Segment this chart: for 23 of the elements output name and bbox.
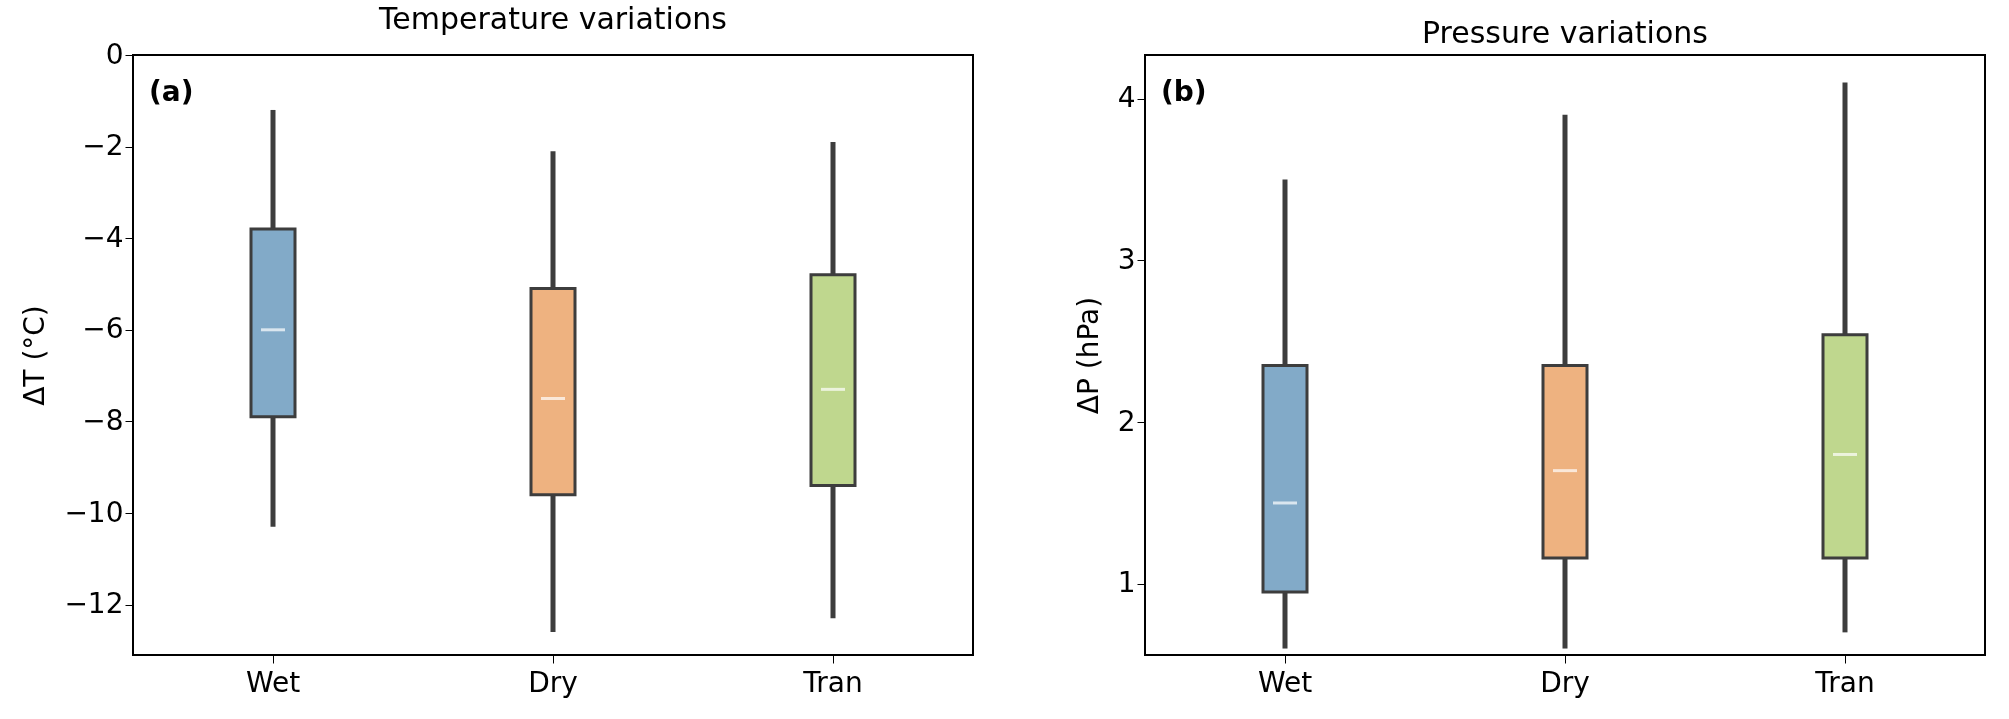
y-tick-label: 0 <box>105 37 124 71</box>
annotation: (b) <box>1161 75 1207 108</box>
y-axis-title: ΔP (hPa) <box>1071 296 1105 415</box>
x-tick-label: Wet <box>1257 665 1313 699</box>
x-tick-label: Dry <box>528 665 578 699</box>
y-tick-label: −12 <box>64 587 124 621</box>
y-tick-label: 2 <box>1117 404 1136 438</box>
y-tick-label: −8 <box>82 403 124 437</box>
y-tick-label: −6 <box>82 312 124 346</box>
chart-title: Pressure variations <box>1422 15 1708 50</box>
x-tick-label: Wet <box>245 665 301 699</box>
y-tick-label: 1 <box>1117 566 1136 600</box>
y-axis-title: ΔT (°C) <box>18 305 52 406</box>
annotation: (a) <box>149 75 194 108</box>
y-tick-label: 4 <box>1117 81 1136 115</box>
y-tick-label: −10 <box>64 495 124 529</box>
y-tick-label: −2 <box>82 129 124 163</box>
chart-title: Temperature variations <box>378 1 727 36</box>
x-tick-label: Tran <box>1814 665 1875 699</box>
x-tick-label: Tran <box>802 665 863 699</box>
x-tick-label: Dry <box>1540 665 1590 699</box>
y-tick-label: −4 <box>82 220 124 254</box>
y-tick-label: 3 <box>1117 242 1136 276</box>
